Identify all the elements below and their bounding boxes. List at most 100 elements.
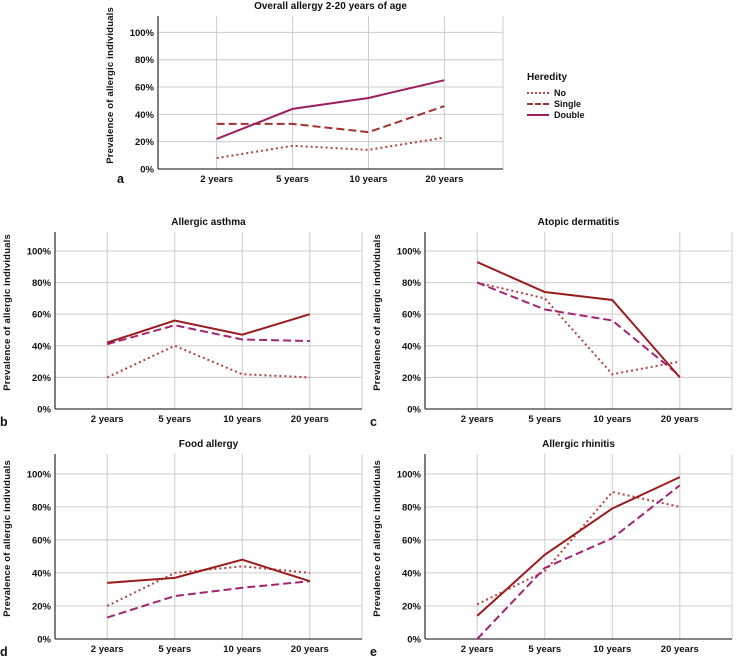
x-tick-label: 5 years [276, 174, 309, 185]
chart-title: Allergic asthma [171, 217, 246, 228]
y-axis-label-container: Prevalence of allergic individuals [0, 216, 15, 430]
y-tick-label: 80% [135, 55, 155, 66]
plot-area: 0% 20% 40% 60% 80% 100% 2 years 5 years 10 years… [130, 16, 504, 185]
y-tick-label: 0% [37, 405, 51, 416]
x-tick-label: 2 years [461, 644, 494, 655]
legend-label: No [554, 87, 566, 98]
y-axis-label-container: Prevalence of allergic individuals [0, 438, 15, 660]
y-axis-label-container: Prevalence of allergic individuals [103, 0, 118, 192]
y-tick-label: 20% [402, 373, 422, 384]
y-tick-label: 60% [32, 310, 52, 321]
y-tick-label: 20% [135, 137, 155, 148]
series-line-no [216, 136, 445, 160]
chart-title: Atopic dermatitis [537, 217, 620, 228]
y-axis-label-container: Prevalence of allergic individuals [370, 438, 385, 660]
y-tick-label: 80% [32, 278, 52, 289]
series-line-no [476, 281, 680, 376]
y-tick-label: 100% [130, 28, 155, 39]
y-axis-label: Prevalence of allergic individuals [372, 233, 383, 391]
series-line-single [476, 281, 681, 377]
x-tick-label: 20 years [661, 414, 699, 425]
legend-item-single: Single [527, 98, 637, 109]
y-tick-label: 100% [27, 246, 52, 257]
solid-line-sample-icon [527, 113, 549, 116]
y-tick-label: 60% [402, 535, 422, 546]
y-tick-label: 0% [37, 635, 51, 646]
x-tick-label: 5 years [158, 414, 191, 425]
y-tick-label: 60% [402, 310, 422, 321]
y-axis-label: Prevalence of allergic individuals [2, 233, 13, 391]
series-line-double [476, 261, 681, 379]
plot-area: 0% 20% 40% 60% 80% 100% 2 years 5 years 10 years… [397, 454, 733, 655]
y-tick-label: 40% [402, 568, 422, 579]
series-line-double [216, 79, 445, 140]
y-axis-label-container: Prevalence of allergic individuals [370, 216, 385, 430]
y-tick-label: 0% [407, 405, 421, 416]
y-tick-label: 0% [140, 165, 154, 176]
legend-label: Double [554, 109, 585, 120]
x-tick-label: 20 years [291, 414, 329, 425]
panel-letter: a [117, 172, 124, 186]
y-tick-label: 40% [32, 341, 52, 352]
x-tick-label: 20 years [661, 644, 699, 655]
x-tick-label: 10 years [223, 414, 261, 425]
x-tick-label: 5 years [158, 644, 191, 655]
y-tick-label: 0% [407, 635, 421, 646]
x-tick-label: 10 years [593, 414, 631, 425]
x-tick-label: 20 years [425, 174, 463, 185]
y-tick-label: 20% [402, 601, 422, 612]
panel-letter: d [0, 645, 8, 659]
y-tick-label: 20% [32, 373, 52, 384]
chart-food-allergy: Prevalence of allergic individuals Food … [0, 438, 366, 660]
x-tick-label: 5 years [528, 644, 561, 655]
series-line-double [107, 558, 311, 584]
chart-title: Overall allergy 2-20 years of age [254, 1, 407, 12]
y-tick-label: 100% [397, 469, 422, 480]
chart-allergic-rhinitis: Prevalence of allergic individuals Aller… [370, 438, 736, 660]
x-tick-label: 2 years [91, 644, 124, 655]
legend-item-no: No [527, 87, 637, 98]
x-tick-label: 2 years [461, 414, 494, 425]
y-axis-label: Prevalence of allergic individuals [105, 6, 116, 164]
y-axis-label: Prevalence of allergic individuals [372, 459, 383, 617]
series-line-single [106, 324, 310, 346]
legend-item-double: Double [527, 109, 637, 120]
chart-atopic-dermatitis: Prevalence of allergic individuals Atopi… [370, 216, 736, 430]
y-tick-label: 60% [135, 83, 155, 94]
series-line-double [476, 476, 681, 617]
y-tick-label: 40% [135, 110, 155, 121]
series-line-single [216, 105, 445, 134]
x-tick-label: 10 years [593, 644, 631, 655]
panel-letter: e [370, 645, 377, 659]
y-tick-label: 40% [402, 341, 422, 352]
panel-letter: b [0, 415, 8, 429]
y-axis-label: Prevalence of allergic individuals [2, 459, 13, 617]
chart-title: Food allergy [178, 439, 239, 450]
panel-letter: c [370, 415, 377, 429]
plot-area: 0% 20% 40% 60% 80% 100% 2 years 5 years 10 years… [27, 454, 363, 655]
x-tick-label: 10 years [349, 174, 387, 185]
heredity-legend: Heredity No Single Double [527, 72, 637, 120]
y-tick-label: 20% [32, 601, 52, 612]
series-line-double [106, 313, 311, 344]
series-line-single [106, 580, 310, 619]
chart-allergic-asthma: Prevalence of allergic individuals Aller… [0, 216, 366, 430]
y-tick-label: 100% [27, 469, 52, 480]
series-line-no [106, 344, 310, 379]
series-line-single [476, 484, 681, 640]
y-tick-label: 80% [32, 502, 52, 513]
x-tick-label: 2 years [200, 174, 233, 185]
legend-title: Heredity [527, 72, 568, 83]
y-tick-label: 100% [397, 246, 422, 257]
y-tick-label: 80% [402, 278, 422, 289]
y-tick-label: 60% [32, 535, 52, 546]
y-tick-label: 40% [32, 568, 52, 579]
plot-area: 0% 20% 40% 60% 80% 100% 2 years 5 years 10 years… [397, 232, 733, 425]
dotted-line-sample-icon [527, 91, 549, 94]
x-tick-label: 10 years [223, 644, 261, 655]
chart-overall-allergy: Prevalence of allergic individuals Overa… [103, 0, 507, 192]
x-tick-label: 20 years [291, 644, 329, 655]
chart-title: Allergic rhinitis [542, 439, 615, 450]
legend-label: Single [554, 98, 582, 109]
